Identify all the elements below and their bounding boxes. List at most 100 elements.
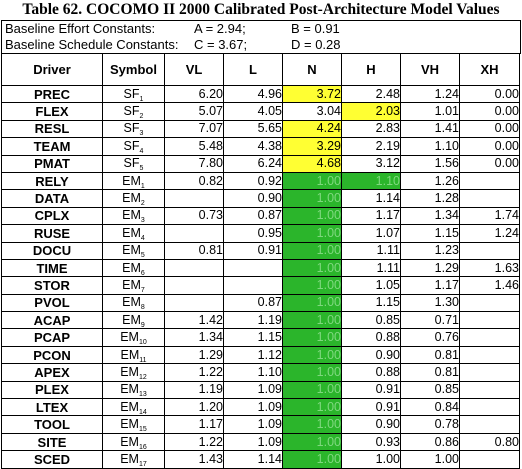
symbol-text: EM — [122, 208, 141, 223]
table-title: Table 62. COCOMO II 2000 Calibrated Post… — [22, 1, 500, 18]
table-row: LTEX EM14 1.20 1.09 1.00 0.91 0.84 — [1, 398, 520, 417]
driver-cell: DATA — [1, 189, 103, 208]
value-cell-h: 2.83 — [341, 119, 401, 139]
table-row: TEAM SF4 5.48 4.38 3.29 2.19 1.10 0.00 — [1, 137, 520, 156]
table-row: PVOL EM8 0.87 1.00 1.15 1.30 — [1, 293, 520, 313]
value-cell-h: 2.48 — [341, 84, 401, 104]
value-cell-n: 3.72 — [282, 84, 342, 104]
header-row: Driver Symbol VL L N H VH XH — [1, 53, 520, 86]
table-row: TOOL EM15 1.17 1.09 1.00 0.90 0.78 — [1, 415, 520, 434]
table-body: PREC SF1 6.20 4.96 3.72 2.48 1.24 0.00 FLEX SF2 5.… — [1, 84, 520, 469]
value-cell-n: 1.00 — [282, 432, 342, 452]
value-cell-h: 0.91 — [341, 398, 401, 417]
value-cell-vh: 0.81 — [400, 363, 460, 382]
symbol-subscript: 3 — [139, 130, 144, 138]
symbol-subscript: 1 — [140, 182, 145, 190]
value-cell-vh: 0.86 — [400, 432, 460, 452]
value-cell-vl: 0.81 — [164, 241, 224, 260]
symbol-cell: EM12 — [102, 363, 165, 382]
value-cell-xh — [459, 380, 520, 400]
symbol-cell: EM11 — [102, 345, 165, 365]
value-cell-n: 1.00 — [282, 206, 342, 226]
symbol-subscript: 5 — [140, 252, 145, 260]
symbol-cell: EM8 — [102, 293, 165, 313]
value-cell-xh — [459, 415, 520, 434]
symbol-text: EM — [122, 191, 141, 206]
value-cell-n: 1.00 — [282, 224, 342, 243]
value-cell-xh: 0.00 — [459, 84, 520, 104]
symbol-text: SF — [123, 138, 140, 153]
symbol-text: EM — [122, 225, 141, 240]
value-cell-vl — [164, 224, 224, 243]
value-cell-xh — [459, 189, 520, 208]
value-cell-n: 1.00 — [282, 276, 342, 295]
value-cell-vl — [164, 189, 224, 208]
symbol-cell: EM9 — [102, 311, 165, 330]
value-cell-h: 1.00 — [341, 450, 401, 469]
constants-box: Baseline Effort Constants: A = 2.94; B =… — [1, 20, 521, 54]
header-h: H — [341, 53, 401, 86]
value-cell-vl: 1.20 — [164, 398, 224, 417]
driver-cell: TOOL — [1, 415, 103, 434]
symbol-cell: EM4 — [102, 224, 165, 243]
symbol-cell: EM2 — [102, 189, 165, 208]
symbol-subscript: 4 — [139, 147, 144, 155]
value-cell-n: 1.00 — [282, 345, 342, 365]
value-cell-l: 4.05 — [223, 102, 283, 121]
value-cell-n: 1.00 — [282, 363, 342, 382]
value-cell-l — [223, 258, 283, 278]
symbol-subscript: 15 — [138, 426, 147, 434]
table-row: PMAT SF5 7.80 6.24 4.68 3.12 1.56 0.00 — [1, 154, 520, 173]
value-cell-vh: 0.76 — [400, 328, 460, 347]
value-cell-n: 1.00 — [282, 311, 342, 330]
value-cell-l: 1.19 — [223, 311, 283, 330]
table-row: FLEX SF2 5.07 4.05 3.04 2.03 1.01 0.00 — [1, 102, 520, 121]
value-cell-vh: 0.84 — [400, 398, 460, 417]
symbol-subscript: 1 — [139, 95, 144, 103]
value-cell-h: 1.07 — [341, 224, 401, 243]
constants-label: Baseline Schedule Constants: — [5, 37, 179, 52]
value-cell-xh — [459, 450, 520, 469]
table-row: RESL SF3 7.07 5.65 4.24 2.83 1.41 0.00 — [1, 119, 520, 139]
header-xh: XH — [459, 53, 520, 86]
symbol-subscript: 3 — [140, 217, 145, 225]
table-row: SITE EM16 1.22 1.09 1.00 0.93 0.86 0.80 — [1, 432, 520, 452]
symbol-subscript: 9 — [140, 321, 145, 329]
symbol-text: EM — [122, 173, 141, 188]
value-cell-xh: 0.00 — [459, 154, 520, 173]
value-cell-n: 1.00 — [282, 189, 342, 208]
value-cell-vh: 1.29 — [400, 258, 460, 278]
model-values-table: Driver Symbol VL L N H VH XH PREC SF1 6.20… — [1, 53, 520, 469]
value-cell-xh — [459, 398, 520, 417]
value-cell-xh — [459, 363, 520, 382]
symbol-subscript: 6 — [140, 269, 145, 277]
value-cell-vh: 1.17 — [400, 276, 460, 295]
table-row: PLEX EM13 1.19 1.09 1.00 0.91 0.85 — [1, 380, 520, 400]
driver-cell: PLEX — [1, 380, 103, 400]
value-cell-n: 1.00 — [282, 380, 342, 400]
driver-cell: DOCU — [1, 241, 103, 260]
constant-b: B = 0.91 — [291, 21, 340, 36]
value-cell-xh: 0.00 — [459, 102, 520, 121]
header-vh: VH — [400, 53, 460, 86]
symbol-subscript: 17 — [138, 460, 147, 468]
value-cell-xh: 0.00 — [459, 119, 520, 139]
table-row: RELY EM1 0.82 0.92 1.00 1.10 1.26 — [1, 171, 520, 191]
table-row: DOCU EM5 0.81 0.91 1.00 1.11 1.23 — [1, 241, 520, 260]
table-row: STOR EM7 1.00 1.05 1.17 1.46 — [1, 276, 520, 295]
header-n: N — [282, 53, 342, 86]
value-cell-h: 1.15 — [341, 293, 401, 313]
value-cell-l: 5.65 — [223, 119, 283, 139]
driver-cell: PCON — [1, 345, 103, 365]
value-cell-vh: 0.85 — [400, 380, 460, 400]
value-cell-vh: 0.78 — [400, 415, 460, 434]
driver-cell: TEAM — [1, 137, 103, 156]
driver-cell: FLEX — [1, 102, 103, 121]
symbol-text: SF — [123, 156, 140, 171]
symbol-cell: SF4 — [102, 137, 165, 156]
value-cell-h: 0.90 — [341, 415, 401, 434]
symbol-text: EM — [120, 382, 139, 397]
value-cell-n: 1.00 — [282, 398, 342, 417]
value-cell-l: 4.38 — [223, 137, 283, 156]
value-cell-xh: 0.00 — [459, 137, 520, 156]
